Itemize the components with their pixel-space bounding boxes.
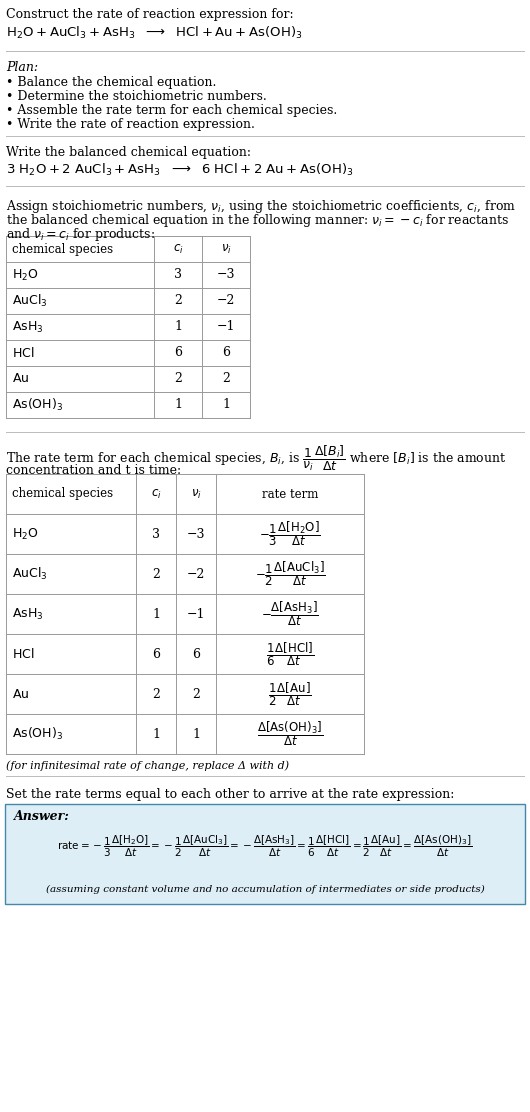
Text: 6: 6 — [192, 647, 200, 661]
Text: −3: −3 — [217, 268, 235, 281]
Text: 1: 1 — [174, 320, 182, 334]
Text: 1: 1 — [192, 727, 200, 741]
Text: 2: 2 — [192, 687, 200, 701]
Bar — [6, 236, 250, 418]
Text: $\mathrm{AuCl_3}$: $\mathrm{AuCl_3}$ — [12, 566, 48, 582]
Text: the balanced chemical equation in the following manner: $\nu_i = -c_i$ for react: the balanced chemical equation in the fo… — [6, 212, 509, 229]
Text: Answer:: Answer: — [14, 810, 70, 823]
Text: $\dfrac{1}{6}\dfrac{\Delta[\mathrm{HCl}]}{\Delta t}$: $\dfrac{1}{6}\dfrac{\Delta[\mathrm{HCl}]… — [266, 641, 314, 668]
Text: $\mathrm{HCl}$: $\mathrm{HCl}$ — [12, 346, 34, 360]
Text: $\mathregular{H_2O + AuCl_3 + AsH_3 \ \ \longrightarrow \ \ HCl + Au + As(OH)_3}: $\mathregular{H_2O + AuCl_3 + AsH_3 \ \ … — [6, 24, 303, 41]
Text: 2: 2 — [174, 295, 182, 308]
Text: $\mathrm{H_2O}$: $\mathrm{H_2O}$ — [12, 268, 39, 282]
Text: $-\dfrac{\Delta[\mathrm{AsH_3}]}{\Delta t}$: $-\dfrac{\Delta[\mathrm{AsH_3}]}{\Delta … — [261, 599, 319, 628]
Text: chemical species: chemical species — [12, 242, 113, 256]
Text: $\mathrm{AsH_3}$: $\mathrm{AsH_3}$ — [12, 319, 43, 335]
Text: $c_i$: $c_i$ — [173, 242, 183, 256]
Text: −1: −1 — [187, 607, 205, 620]
Text: 1: 1 — [152, 607, 160, 620]
Text: $\mathrm{AuCl_3}$: $\mathrm{AuCl_3}$ — [12, 292, 48, 309]
Text: concentration and t is time:: concentration and t is time: — [6, 464, 181, 477]
Text: $\mathrm{As(OH)_3}$: $\mathrm{As(OH)_3}$ — [12, 397, 63, 413]
Text: 2: 2 — [174, 373, 182, 386]
Text: $\mathrm{H_2O}$: $\mathrm{H_2O}$ — [12, 526, 39, 542]
Text: 6: 6 — [222, 347, 230, 359]
Text: $\dfrac{\Delta[\mathrm{As(OH)_3}]}{\Delta t}$: $\dfrac{\Delta[\mathrm{As(OH)_3}]}{\Delt… — [257, 719, 323, 748]
Text: −2: −2 — [187, 567, 205, 580]
Text: −2: −2 — [217, 295, 235, 308]
Text: $\dfrac{1}{2}\dfrac{\Delta[\mathrm{Au}]}{\Delta t}$: $\dfrac{1}{2}\dfrac{\Delta[\mathrm{Au}]}… — [268, 681, 312, 708]
Text: 2: 2 — [152, 567, 160, 580]
Text: 2: 2 — [152, 687, 160, 701]
Text: 3: 3 — [152, 527, 160, 540]
Text: 1: 1 — [152, 727, 160, 741]
Text: (assuming constant volume and no accumulation of intermediates or side products): (assuming constant volume and no accumul… — [46, 885, 484, 894]
Text: 6: 6 — [174, 347, 182, 359]
Text: Construct the rate of reaction expression for:: Construct the rate of reaction expressio… — [6, 8, 294, 21]
FancyBboxPatch shape — [5, 804, 525, 904]
Text: 6: 6 — [152, 647, 160, 661]
Text: $\mathrm{As(OH)_3}$: $\mathrm{As(OH)_3}$ — [12, 726, 63, 742]
Text: $\mathrm{Au}$: $\mathrm{Au}$ — [12, 373, 29, 386]
Text: 3: 3 — [174, 268, 182, 281]
Text: $\mathrm{AsH_3}$: $\mathrm{AsH_3}$ — [12, 606, 43, 622]
Text: • Write the rate of reaction expression.: • Write the rate of reaction expression. — [6, 118, 255, 131]
Text: $c_i$: $c_i$ — [151, 487, 161, 500]
Text: $-\dfrac{1}{2}\dfrac{\Delta[\mathrm{AuCl_3}]}{\Delta t}$: $-\dfrac{1}{2}\dfrac{\Delta[\mathrm{AuCl… — [255, 559, 325, 588]
Text: $\mathregular{3\ H_2O + 2\ AuCl_3 + AsH_3 \ \ \longrightarrow \ \ 6\ HCl + 2\ Au: $\mathregular{3\ H_2O + 2\ AuCl_3 + AsH_… — [6, 162, 354, 178]
Text: 1: 1 — [174, 398, 182, 411]
Text: Write the balanced chemical equation:: Write the balanced chemical equation: — [6, 146, 251, 159]
Text: $\mathrm{rate} = -\dfrac{1}{3}\dfrac{\Delta[\mathrm{H_2O}]}{\Delta t} = -\dfrac{: $\mathrm{rate} = -\dfrac{1}{3}\dfrac{\De… — [57, 833, 473, 858]
Text: Set the rate terms equal to each other to arrive at the rate expression:: Set the rate terms equal to each other t… — [6, 788, 454, 801]
Text: The rate term for each chemical species, $B_i$, is $\dfrac{1}{\nu_i}\dfrac{\Delt: The rate term for each chemical species,… — [6, 444, 507, 473]
Text: chemical species: chemical species — [12, 487, 113, 500]
Text: 2: 2 — [222, 373, 230, 386]
Text: Plan:: Plan: — [6, 61, 38, 75]
Text: $\nu_i$: $\nu_i$ — [191, 487, 201, 500]
Text: −1: −1 — [217, 320, 235, 334]
Text: $\mathrm{Au}$: $\mathrm{Au}$ — [12, 687, 29, 701]
Text: −3: −3 — [187, 527, 205, 540]
Text: and $\nu_i = c_i$ for products:: and $\nu_i = c_i$ for products: — [6, 226, 155, 244]
Text: • Determine the stoichiometric numbers.: • Determine the stoichiometric numbers. — [6, 90, 267, 103]
Text: Assign stoichiometric numbers, $\nu_i$, using the stoichiometric coefficients, $: Assign stoichiometric numbers, $\nu_i$, … — [6, 198, 516, 215]
Text: $\nu_i$: $\nu_i$ — [220, 242, 232, 256]
Bar — [6, 474, 364, 754]
Text: • Balance the chemical equation.: • Balance the chemical equation. — [6, 76, 216, 89]
Text: rate term: rate term — [262, 487, 318, 500]
Text: 1: 1 — [222, 398, 230, 411]
Text: (for infinitesimal rate of change, replace Δ with d): (for infinitesimal rate of change, repla… — [6, 759, 289, 771]
Text: $\mathrm{HCl}$: $\mathrm{HCl}$ — [12, 647, 34, 661]
Text: $-\dfrac{1}{3}\dfrac{\Delta[\mathrm{H_2O}]}{\Delta t}$: $-\dfrac{1}{3}\dfrac{\Delta[\mathrm{H_2O… — [259, 519, 321, 548]
Text: • Assemble the rate term for each chemical species.: • Assemble the rate term for each chemic… — [6, 105, 337, 117]
